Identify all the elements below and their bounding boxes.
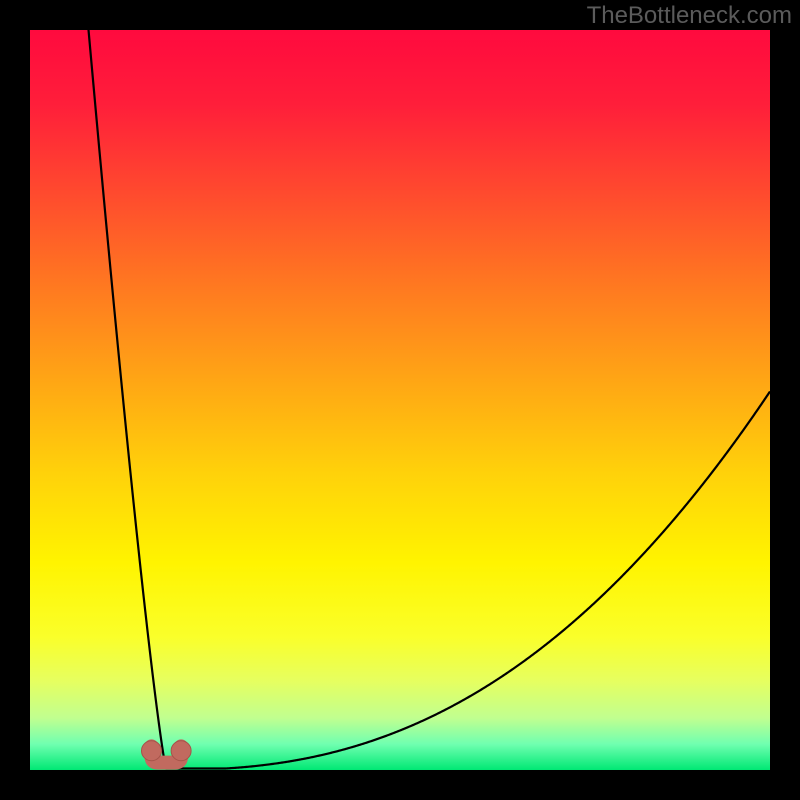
marker-dot-1 [171,741,191,761]
plot-area [30,30,770,770]
bottleneck-curve [30,30,770,769]
marker-dot-0 [141,741,161,761]
chart-svg [30,30,770,770]
watermark-text: TheBottleneck.com [587,2,792,30]
figure-root: TheBottleneck.com [0,0,800,800]
